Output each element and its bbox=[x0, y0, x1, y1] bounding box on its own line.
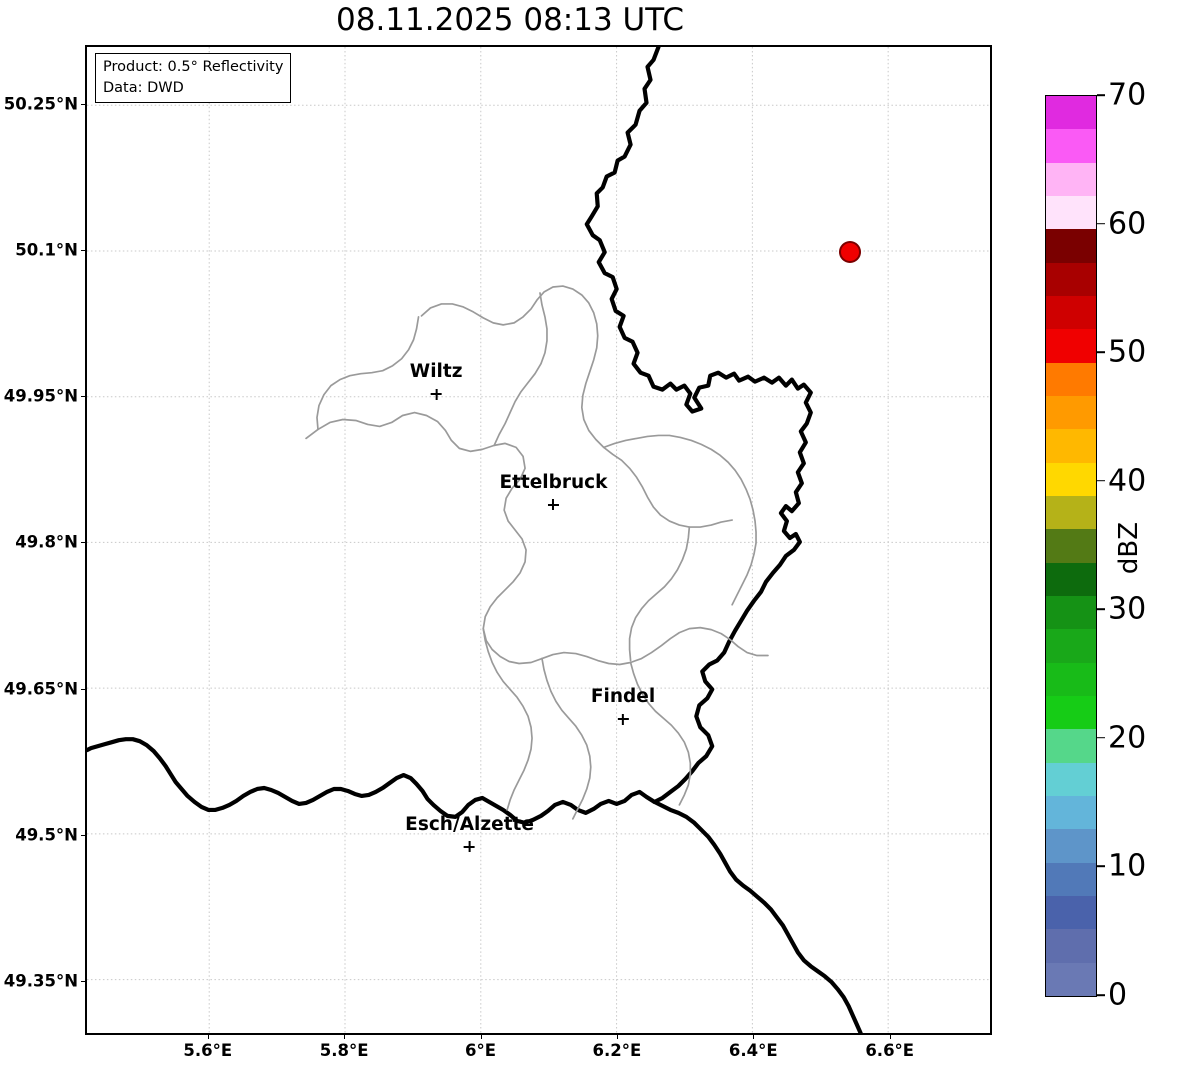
colorbar-band-0 bbox=[1046, 962, 1096, 996]
colorbar-tick-label-4: 40 bbox=[1108, 463, 1147, 499]
lon-tick-label-3: 6.2°E bbox=[592, 1041, 642, 1060]
colorbar-band-4 bbox=[1046, 829, 1096, 863]
radar-echo-0 bbox=[841, 242, 860, 261]
map-canvas bbox=[87, 47, 990, 1033]
colorbar-band-26 bbox=[1046, 96, 1096, 130]
colorbar-tick-2 bbox=[1097, 737, 1105, 739]
colorbar-tick-label-2: 20 bbox=[1108, 720, 1147, 756]
colorbar-band-20 bbox=[1046, 296, 1096, 330]
colorbar-band-15 bbox=[1046, 462, 1096, 497]
lon-tick-2 bbox=[480, 1035, 482, 1039]
map-plot-area[interactable]: Product: 0.5° Reflectivity Data: DWD Wil… bbox=[85, 45, 992, 1035]
lat-tick-label-2: 49.95°N bbox=[3, 386, 78, 406]
colorbar-tick-0 bbox=[1097, 994, 1105, 996]
colorbar-band-5 bbox=[1046, 796, 1096, 830]
colorbar-band-8 bbox=[1046, 696, 1096, 730]
lat-tick-label-6: 49.35°N bbox=[3, 971, 78, 991]
colorbar-band-22 bbox=[1046, 229, 1096, 263]
country-border-luxembourg bbox=[87, 47, 813, 825]
lon-tick-label-1: 5.8°E bbox=[319, 1041, 369, 1060]
lat-tick-label-5: 49.5°N bbox=[15, 825, 78, 845]
colorbar-band-16 bbox=[1046, 429, 1096, 463]
lat-tick-1 bbox=[81, 249, 85, 251]
lon-tick-4 bbox=[753, 1035, 755, 1039]
colorbar-band-12 bbox=[1046, 562, 1096, 597]
colorbar-band-3 bbox=[1046, 862, 1096, 897]
colorbar-tick-label-0: 0 bbox=[1108, 977, 1128, 1013]
colorbar-tick-label-5: 50 bbox=[1108, 334, 1147, 370]
page-title: 08.11.2025 08:13 UTC bbox=[336, 2, 684, 38]
lat-tick-label-0: 50.25°N bbox=[3, 94, 78, 114]
lat-tick-label-1: 50.1°N bbox=[15, 240, 78, 260]
colorbar-tick-label-7: 70 bbox=[1108, 77, 1147, 113]
colorbar-tick-4 bbox=[1097, 479, 1105, 482]
colorbar-tick-1 bbox=[1097, 865, 1105, 868]
lat-tick-2 bbox=[81, 396, 85, 398]
lat-tick-0 bbox=[81, 103, 85, 105]
lon-tick-5 bbox=[889, 1035, 891, 1039]
colorbar-tick-3 bbox=[1097, 608, 1105, 611]
lat-tick-4 bbox=[81, 688, 85, 690]
colorbar-band-24 bbox=[1046, 162, 1096, 197]
colorbar-tick-label-3: 30 bbox=[1108, 591, 1147, 627]
colorbar-band-17 bbox=[1046, 396, 1096, 430]
info-product-line: Product: 0.5° Reflectivity bbox=[103, 59, 284, 75]
colorbar-band-14 bbox=[1046, 496, 1096, 530]
lon-tick-label-4: 6.4°E bbox=[728, 1041, 778, 1060]
lat-tick-5 bbox=[81, 835, 85, 837]
colorbar-axis-label: dBZ bbox=[1114, 521, 1144, 575]
lat-tick-6 bbox=[81, 981, 85, 983]
colorbar-band-19 bbox=[1046, 329, 1096, 363]
lon-tick-label-0: 5.6°E bbox=[183, 1041, 233, 1060]
lat-tick-label-4: 49.65°N bbox=[3, 679, 78, 699]
colorbar-band-9 bbox=[1046, 662, 1096, 697]
colorbar-band-11 bbox=[1046, 596, 1096, 630]
lon-tick-1 bbox=[344, 1035, 346, 1039]
colorbar-band-10 bbox=[1046, 629, 1096, 663]
lon-tick-0 bbox=[207, 1035, 209, 1039]
colorbar-band-6 bbox=[1046, 762, 1096, 797]
colorbar-band-1 bbox=[1046, 929, 1096, 963]
colorbar-band-25 bbox=[1046, 129, 1096, 163]
info-data-line: Data: DWD bbox=[103, 79, 184, 96]
colorbar-tick-6 bbox=[1097, 222, 1105, 225]
colorbar-band-18 bbox=[1046, 362, 1096, 397]
info-box: Product: 0.5° Reflectivity Data: DWD bbox=[95, 53, 292, 104]
colorbar-tick-7 bbox=[1097, 94, 1105, 96]
colorbar-band-7 bbox=[1046, 729, 1096, 763]
colorbar-tick-label-6: 60 bbox=[1108, 206, 1147, 242]
reflectivity-colorbar[interactable] bbox=[1045, 95, 1097, 997]
lat-tick-3 bbox=[81, 542, 85, 544]
colorbar-tick-5 bbox=[1097, 351, 1105, 353]
lon-tick-label-2: 6°E bbox=[465, 1041, 497, 1060]
canton-borders bbox=[305, 285, 769, 820]
colorbar-band-13 bbox=[1046, 529, 1096, 563]
map-gridlines bbox=[87, 47, 990, 1033]
lat-tick-label-3: 49.8°N bbox=[15, 532, 78, 552]
colorbar-band-21 bbox=[1046, 262, 1096, 297]
colorbar-tick-label-1: 10 bbox=[1108, 848, 1147, 884]
colorbar-band-23 bbox=[1046, 196, 1096, 230]
lon-tick-label-5: 6.6°E bbox=[865, 1041, 915, 1060]
colorbar-band-2 bbox=[1046, 896, 1096, 930]
country-border-southeast bbox=[652, 799, 863, 1033]
lon-tick-3 bbox=[616, 1035, 618, 1039]
